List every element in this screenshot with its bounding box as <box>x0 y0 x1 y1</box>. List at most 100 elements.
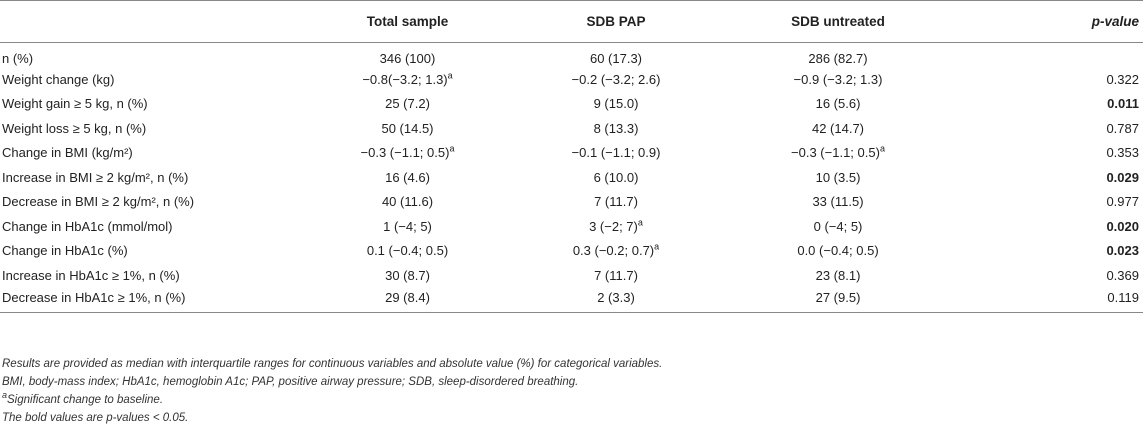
table-row: Change in HbA1c (mmol/mol) 1 (−4; 5) 3 (−2… <box>0 214 1143 239</box>
cell-p-value: 0.369 <box>949 263 1143 288</box>
cell-p-value: 0.020 <box>949 214 1143 239</box>
cell-sdb-pap-value: 7 (11.7) <box>594 194 638 210</box>
header-p-value-text: p-value <box>1091 14 1139 29</box>
footnote-abbreviations: BMI, body-mass index; HbA1c, hemoglobin … <box>2 376 579 388</box>
row-label: Change in HbA1c (%) <box>0 239 310 264</box>
header-label-column <box>0 0 310 43</box>
cell-p-value: 0.029 <box>949 165 1143 190</box>
footnote-marker: a <box>2 390 8 401</box>
cell-total-sample-value: 29 (8.4) <box>385 290 430 305</box>
cell-sdb-untreated-value: 27 (9.5) <box>815 290 861 305</box>
row-label-text: Increase in BMI ≥ 2 kg/m², n (%) <box>2 169 189 185</box>
cell-p-value-text: 0.023 <box>1106 243 1139 259</box>
cell-sdb-pap-value: 3 (−2; 7) <box>589 218 638 234</box>
cell-sdb-untreated-value: 23 (8.1) <box>815 267 861 283</box>
row-label-text: n (%) <box>2 50 34 66</box>
cell-p-value-text: 0.322 <box>1106 71 1139 87</box>
footnote-bold-values: The bold values are p-values < 0.05. <box>2 412 189 424</box>
cell-total-sample-value: −0.3 (−1.1; 0.5) <box>360 145 450 161</box>
cell-total-sample: 1 (−4; 5) <box>310 214 505 239</box>
cell-sdb-untreated: 0 (−4; 5) <box>727 214 949 239</box>
cell-sdb-untreated-value: 16 (5.6) <box>815 96 861 112</box>
cell-sdb-untreated-value: 33 (11.5) <box>812 194 864 210</box>
cell-sdb-pap-value: 9 (15.0) <box>593 96 639 112</box>
table-footnotes: Results are provided as median with inte… <box>2 355 662 427</box>
cell-sdb-pap-value: −0.2 (−3.2; 2.6) <box>571 71 661 87</box>
cell-sdb-pap-value: 7 (11.7) <box>594 267 638 283</box>
cell-sdb-pap-value: 0.3 (−0.2; 0.7) <box>572 243 655 259</box>
cell-total-sample-value: 16 (4.6) <box>385 169 430 185</box>
cell-sdb-untreated: 23 (8.1) <box>727 263 949 288</box>
row-label-text: Change in HbA1c (%) <box>2 243 128 259</box>
cell-total-sample: −0.8(−3.2; 1.3)a <box>310 67 505 92</box>
cell-sdb-untreated: −0.9 (−3.2; 1.3) <box>727 67 949 92</box>
cell-sdb-untreated-value: 0.0 (−0.4; 0.5) <box>797 243 879 259</box>
cell-sdb-pap: −0.1 (−1.1; 0.9) <box>505 141 727 166</box>
cell-sdb-pap: 2 (3.3) <box>505 287 727 313</box>
cell-p-value-text: 0.369 <box>1106 267 1139 283</box>
table-row: Weight change (kg) −0.8(−3.2; 1.3)a −0.2 (… <box>0 67 1143 92</box>
cell-p-value-text: 0.020 <box>1106 218 1139 234</box>
cell-sdb-pap: 3 (−2; 7)a <box>505 214 727 239</box>
cell-p-value: 0.011 <box>949 92 1143 117</box>
cell-sdb-untreated-value: 0 (−4; 5) <box>813 218 863 234</box>
cell-sdb-untreated-value: 10 (3.5) <box>815 169 861 185</box>
cell-total-sample: 16 (4.6) <box>310 165 505 190</box>
cell-p-value-text: 0.977 <box>1106 194 1139 210</box>
cell-sdb-untreated: 33 (11.5) <box>727 190 949 215</box>
cell-total-sample-value: 50 (14.5) <box>381 120 434 136</box>
cell-sdb-pap: 8 (13.3) <box>505 116 727 141</box>
row-label: Decrease in HbA1c ≥ 1%, n (%) <box>0 287 310 313</box>
cell-total-sample: 50 (14.5) <box>310 116 505 141</box>
cell-sdb-untreated: 0.0 (−0.4; 0.5) <box>727 239 949 264</box>
table-row: Change in HbA1c (%) 0.1 (−0.4; 0.5) 0.3 (−… <box>0 239 1143 264</box>
superscript-marker: a <box>637 217 643 228</box>
row-label-text: Change in HbA1c (mmol/mol) <box>2 218 173 234</box>
row-label-text: Decrease in BMI ≥ 2 kg/m², n (%) <box>2 194 195 210</box>
cell-total-sample: 25 (7.2) <box>310 92 505 117</box>
superscript-marker: a <box>447 70 453 81</box>
cell-p-value-text: 0.353 <box>1106 145 1139 161</box>
cell-total-sample: −0.3 (−1.1; 0.5)a <box>310 141 505 166</box>
header-p-value: p-value <box>949 0 1143 43</box>
cell-total-sample-value: 40 (11.6) <box>381 194 434 210</box>
cell-sdb-pap-value: −0.1 (−1.1; 0.9) <box>571 145 661 161</box>
cell-p-value: 0.322 <box>949 67 1143 92</box>
row-label: n (%) <box>0 43 310 68</box>
table-row: Weight gain ≥ 5 kg, n (%) 25 (7.2) 9 (15.0… <box>0 92 1143 117</box>
cell-total-sample: 40 (11.6) <box>310 190 505 215</box>
cell-total-sample-value: 1 (−4; 5) <box>383 218 432 234</box>
cell-sdb-pap: 9 (15.0) <box>505 92 727 117</box>
table-row: n (%) 346 (100) 60 (17.3) 286 (82.7) <box>0 43 1143 68</box>
row-label: Decrease in BMI ≥ 2 kg/m², n (%) <box>0 190 310 215</box>
cell-total-sample-value: −0.8(−3.2; 1.3) <box>362 71 448 87</box>
row-label: Weight change (kg) <box>0 67 310 92</box>
row-label: Weight loss ≥ 5 kg, n (%) <box>0 116 310 141</box>
row-label-text: Weight loss ≥ 5 kg, n (%) <box>2 120 147 136</box>
superscript-marker: a <box>879 143 885 154</box>
table-body: n (%) 346 (100) 60 (17.3) 286 (82.7) Weight … <box>0 43 1143 313</box>
superscript-marker: a <box>449 143 455 154</box>
cell-sdb-pap-value: 2 (3.3) <box>597 290 635 305</box>
cell-p-value: 0.353 <box>949 141 1143 166</box>
table-row: Weight loss ≥ 5 kg, n (%) 50 (14.5) 8 (13.… <box>0 116 1143 141</box>
cell-sdb-untreated: 27 (9.5) <box>727 287 949 313</box>
cell-p-value <box>949 43 1143 68</box>
cell-p-value: 0.977 <box>949 190 1143 215</box>
results-table: Total sample SDB PAP SDB untreated p-val… <box>0 0 1143 313</box>
cell-total-sample-value: 0.1 (−0.4; 0.5) <box>366 243 449 259</box>
cell-sdb-untreated-value: −0.9 (−3.2; 1.3) <box>793 71 883 87</box>
row-label-text: Decrease in HbA1c ≥ 1%, n (%) <box>2 290 186 305</box>
cell-sdb-untreated: 286 (82.7) <box>727 43 949 68</box>
cell-total-sample: 0.1 (−0.4; 0.5) <box>310 239 505 264</box>
cell-total-sample-value: 25 (7.2) <box>385 96 430 112</box>
cell-p-value: 0.119 <box>949 287 1143 313</box>
row-label-text: Weight change (kg) <box>2 71 115 87</box>
footnote-significance-text: Significant change to baseline. <box>7 394 164 406</box>
table-header: Total sample SDB PAP SDB untreated p-val… <box>0 0 1143 43</box>
cell-p-value-text: 0.119 <box>1107 290 1139 305</box>
cell-sdb-untreated-value: 42 (14.7) <box>811 120 865 136</box>
cell-sdb-untreated-value: 286 (82.7) <box>808 50 868 66</box>
table-row: Change in BMI (kg/m²) −0.3 (−1.1; 0.5)a −0… <box>0 141 1143 166</box>
